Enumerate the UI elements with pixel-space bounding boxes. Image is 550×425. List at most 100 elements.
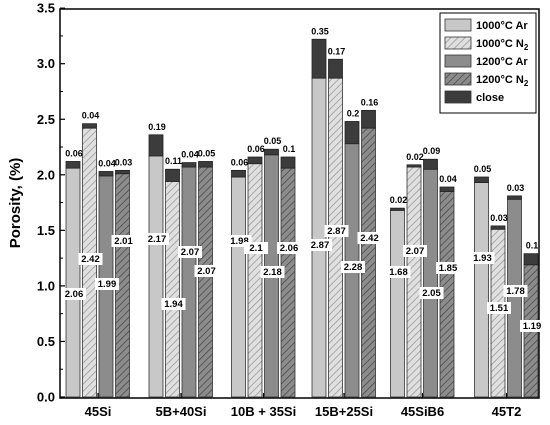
legend-swatch [444, 72, 472, 86]
close-value-label: 0.19 [148, 122, 166, 132]
bar-open [423, 168, 438, 398]
open-label-box [178, 246, 202, 258]
bar-open [148, 155, 164, 398]
close-value-label: 0.03 [507, 183, 525, 193]
close-value-label: 0.06 [65, 148, 83, 158]
legend-label: close [476, 92, 504, 104]
x-tick-label: 15B+25Si [315, 404, 373, 419]
bar-close [490, 225, 506, 230]
bar-open [247, 163, 263, 398]
open-label-box [386, 266, 411, 278]
open-label-box [520, 320, 544, 332]
open-value-label: 1.94 [164, 299, 183, 310]
open-label-box [419, 287, 444, 299]
close-value-label: 0.16 [361, 97, 379, 107]
open-value-label: 2.1 [249, 243, 263, 254]
legend-swatch [444, 18, 472, 32]
open-label-box [244, 242, 268, 254]
open-label-box [503, 285, 528, 297]
legend-label-text: 1200°C Ar [476, 56, 528, 68]
open-value-label: 2.17 [148, 234, 167, 245]
bar-open [390, 209, 405, 398]
bar-close [280, 156, 296, 169]
open-value-label: 2.87 [327, 226, 346, 237]
x-axis: 45Si 5B+40Si 10B + 35Si 15B+25Si 45SiB6 45T2 [85, 393, 522, 419]
bar-close [165, 168, 180, 182]
open-value-label: 1.19 [523, 321, 542, 332]
bar-close [423, 158, 438, 170]
bar-close [65, 161, 81, 169]
open-value-label: 2.06 [280, 243, 299, 254]
open-value-label: 1.85 [439, 263, 458, 274]
open-label-box [436, 262, 460, 274]
open-value-label: 2.87 [311, 240, 330, 251]
close-value-label: 0.05 [264, 136, 282, 146]
close-value-label: 0.06 [247, 144, 265, 154]
bar-close [198, 161, 213, 168]
open-label-box [62, 288, 86, 300]
bar-open [231, 176, 246, 398]
open-value-label: 1.99 [98, 279, 117, 290]
bar-close [390, 207, 405, 211]
bar-close [82, 123, 97, 129]
open-value-label: 2.06 [65, 289, 84, 300]
open-label-box [357, 232, 382, 244]
bar-close [115, 169, 130, 175]
open-label-box [161, 298, 186, 310]
y-tick-label: 0.5 [37, 334, 55, 349]
y-tick-label: 2.0 [37, 167, 55, 182]
close-value-label: 0.09 [423, 146, 441, 156]
close-value-label: 0.1 [526, 241, 539, 251]
x-tick-label: 10B + 35Si [231, 404, 296, 419]
open-value-label: 2.42 [360, 233, 379, 244]
legend-label: 1200°C N2 [476, 74, 529, 88]
bar-close [247, 156, 263, 165]
x-tick-label: 45T2 [492, 404, 522, 419]
open-value-label: 2.07 [181, 247, 200, 258]
bar-open [280, 167, 296, 398]
open-value-label: 1.93 [473, 253, 492, 264]
open-value-label: 2.18 [263, 267, 282, 278]
open-label-box [403, 245, 427, 257]
x-tick-label: 45Si [85, 404, 112, 419]
bar-close [148, 134, 164, 157]
legend-label: 1000°C N2 [476, 38, 529, 52]
bar-open [181, 166, 197, 398]
open-value-label: 2.01 [114, 236, 133, 247]
open-label-box [324, 225, 349, 237]
open-label-box [308, 239, 332, 251]
bar-close [507, 195, 522, 200]
close-value-label: 0.05 [198, 148, 216, 158]
close-value-label: 0.02 [390, 195, 408, 205]
legend: 1000°C Ar 1000°C N2 1200°C Ar 1200°C N2 clos… [439, 12, 537, 114]
x-tick-label: 5B+40Si [156, 404, 207, 419]
legend-label: 1200°C Ar [476, 56, 528, 68]
bar-close [264, 148, 279, 156]
open-label-box [78, 253, 103, 265]
close-value-label: 0.1 [283, 144, 296, 154]
open-label-box [111, 235, 136, 247]
open-value-label: 1.78 [506, 286, 525, 297]
open-label-box [487, 302, 511, 314]
bar-close [406, 164, 422, 168]
close-value-label: 0.03 [490, 213, 508, 223]
y-axis: 0.0 0.5 1.0 1.5 2.0 2.5 3.0 3.5 [37, 1, 65, 405]
bar-open [406, 166, 422, 398]
open-value-label: 1.98 [230, 236, 249, 247]
close-value-label: 0.35 [311, 26, 329, 36]
bar-open [507, 198, 522, 398]
legend-swatch [444, 90, 472, 104]
legend-swatch [444, 36, 472, 50]
open-label-box [341, 261, 365, 273]
bar-close [439, 186, 455, 192]
open-value-label: 2.07 [406, 246, 425, 257]
open-label-box [470, 252, 495, 264]
open-value-label: 1.68 [389, 267, 408, 278]
close-value-label: 0.11 [165, 156, 182, 166]
bar-open [311, 77, 327, 398]
y-tick-label: 1.5 [37, 223, 55, 238]
bar-open [65, 167, 81, 398]
open-value-label: 2.07 [197, 266, 216, 277]
legend-label: 1000°C Ar [476, 20, 528, 32]
close-value-label: 0.2 [347, 108, 360, 118]
